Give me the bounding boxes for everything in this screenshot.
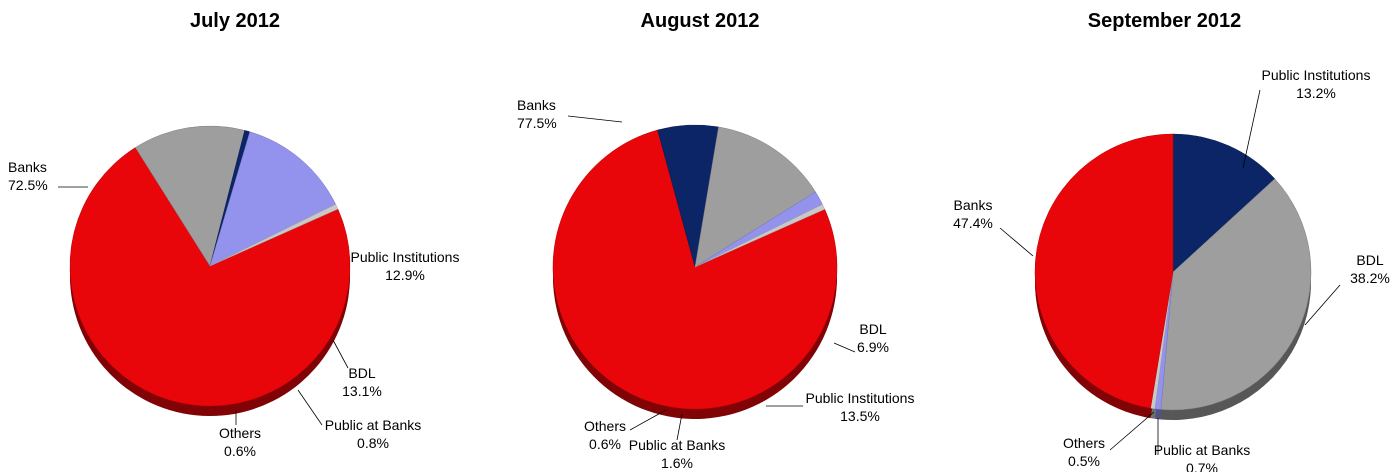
slice-value-public-institutions: 12.9% — [385, 267, 425, 283]
pie-slice-banks — [552, 129, 838, 410]
slice-value-public-at-banks: 0.8% — [357, 435, 389, 451]
pie-slice-public-institutions — [1172, 133, 1276, 273]
slice-value-banks: 72.5% — [8, 177, 48, 193]
pie-slice-banks — [69, 147, 351, 407]
slice-label-others: Others — [219, 425, 261, 441]
slice-value-bdl: 6.9% — [857, 339, 889, 355]
pie-slice-public-institutions — [694, 126, 816, 268]
leader-line-public-at-banks — [297, 389, 323, 426]
slice-value-others: 0.5% — [1068, 453, 1100, 469]
slice-label-banks: Banks — [8, 159, 47, 175]
slice-value-others: 0.6% — [224, 443, 256, 459]
pie-svg: Public Institutions 13.2% BDL 38.2% Public a… — [953, 67, 1390, 472]
pie-svg: Banks 77.5% BDL 6.9% Public Institutions 13.5… — [517, 97, 915, 471]
slice-label-public-at-banks: Public at Banks — [325, 417, 422, 433]
slice-value-banks: 77.5% — [517, 115, 557, 131]
leader-line-public-at-banks — [676, 413, 683, 441]
leader-line-others — [1109, 411, 1155, 451]
slice-label-bdl: BDL — [348, 365, 375, 381]
slice-value-public-institutions: 13.2% — [1296, 85, 1336, 101]
slice-value-public-at-banks: 1.6% — [661, 455, 693, 471]
slice-label-public-institutions: Public Institutions — [1262, 67, 1371, 83]
slice-label-public-at-banks: Public at Banks — [629, 437, 726, 453]
chart-title: September 2012 — [1087, 10, 1242, 32]
slice-label-banks: Banks — [954, 197, 993, 213]
slice-label-bdl: BDL — [859, 321, 886, 337]
leader-line-banks — [567, 115, 623, 123]
slice-value-public-at-banks: 0.7% — [1186, 460, 1218, 472]
pie-chart-july-2012: July 2012 Banks 72.5% Public Institutions 1… — [0, 0, 470, 472]
chart-title: August 2012 — [640, 10, 760, 32]
slice-label-public-institutions: Public Institutions — [806, 390, 915, 406]
pie-svg: Banks 72.5% Public Institutions 12.9% BDL 13.… — [8, 125, 460, 459]
slice-label-public-institutions: Public Institutions — [351, 249, 460, 265]
slice-label-bdl: BDL — [1356, 252, 1383, 268]
slice-value-others: 0.6% — [589, 436, 621, 452]
pie-chart-september-2012: September 2012 Public Institutions 13.2% B… — [930, 0, 1399, 472]
leader-line-public-institutions — [1242, 89, 1261, 169]
pie-slice-public-institutions — [135, 125, 246, 267]
slice-label-others: Others — [584, 418, 626, 434]
slice-value-public-institutions: 13.5% — [840, 408, 880, 424]
slice-label-banks: Banks — [517, 97, 556, 113]
pie-slice-banks — [1034, 133, 1174, 409]
slice-label-others: Others — [1063, 435, 1105, 451]
leader-line-bdl — [1304, 284, 1341, 326]
leader-line-others — [629, 409, 667, 431]
slice-value-bdl: 38.2% — [1350, 270, 1390, 286]
chart-title: July 2012 — [189, 10, 281, 32]
leader-line-banks — [999, 227, 1034, 257]
slice-value-bdl: 13.1% — [342, 383, 382, 399]
pie-slice-others — [209, 203, 339, 267]
pie-slice-public-at-banks — [209, 131, 336, 267]
slice-label-public-at-banks: Public at Banks — [1154, 442, 1251, 458]
leader-line-bdl — [332, 339, 349, 369]
pie-slice-bdl — [1160, 178, 1312, 411]
leader-line-bdl — [833, 342, 856, 353]
slice-value-banks: 47.4% — [953, 215, 993, 231]
pie-slice-others — [694, 204, 826, 268]
pie-chart-august-2012: August 2012 Banks 77.5% BDL 6.9% Public Inst… — [470, 0, 930, 472]
